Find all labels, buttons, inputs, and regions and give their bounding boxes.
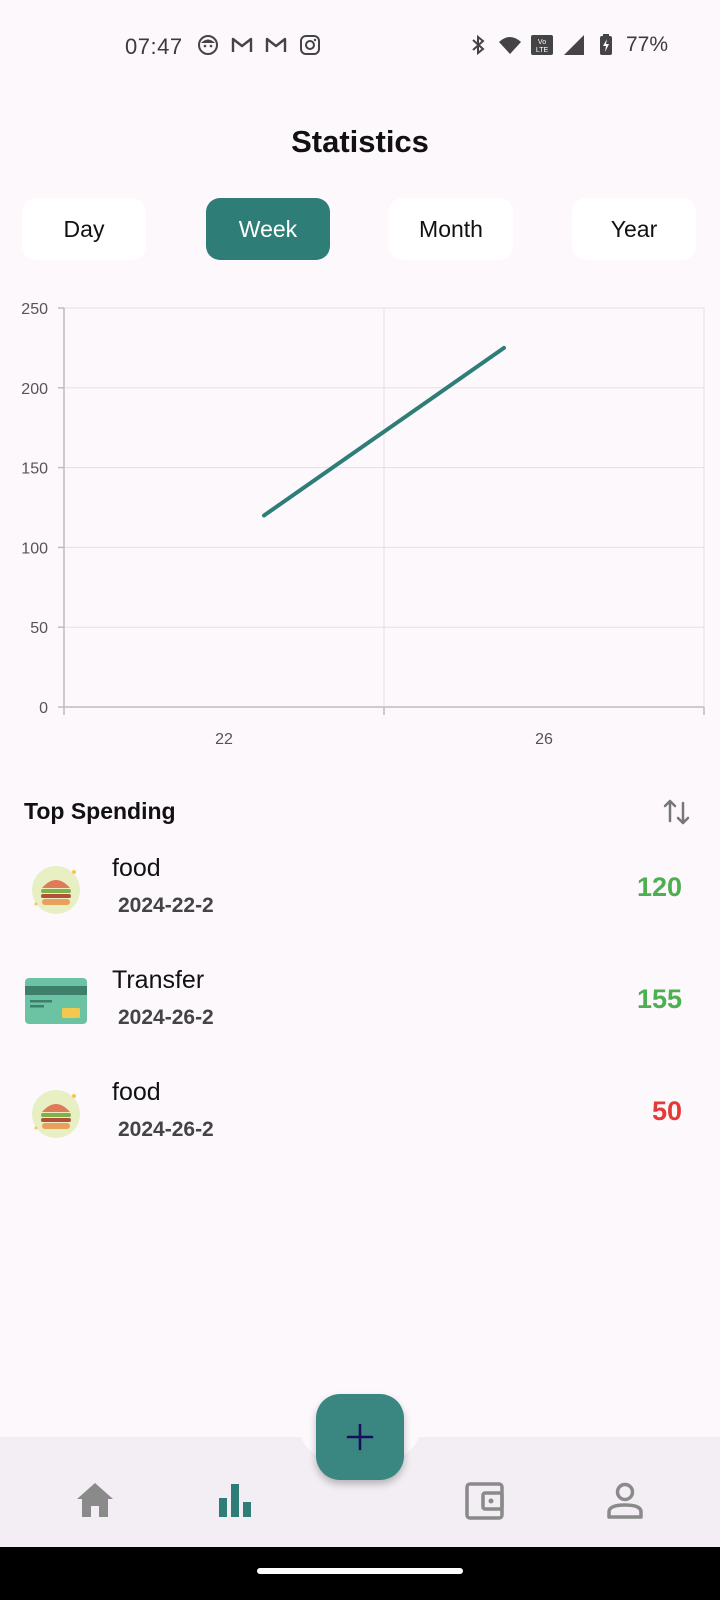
list-item[interactable]: Transfer 2024-26-2 155 <box>0 958 720 1058</box>
item-date: 2024-26-2 <box>118 1118 214 1141</box>
y-tick-label: 200 <box>21 381 48 398</box>
item-name: food <box>112 1078 161 1106</box>
page-title: Statistics <box>291 124 429 159</box>
item-amount: 50 <box>651 1096 682 1126</box>
wifi-icon <box>498 37 521 54</box>
tab-month-label: Month <box>419 215 483 242</box>
item-amount: 120 <box>636 872 682 902</box>
system-icons: Vo LTE 77% <box>466 33 668 57</box>
y-tick-label: 250 <box>21 301 48 318</box>
notification-icons <box>196 33 322 57</box>
spending-line-chart: 0 50 100 150 200 250 22 26 <box>21 301 705 748</box>
tab-day-label: Day <box>63 215 105 242</box>
tab-week[interactable]: Week <box>206 198 330 260</box>
svg-text:LTE: LTE <box>536 47 549 54</box>
wallet-icon[interactable] <box>463 1478 507 1522</box>
tab-year[interactable]: Year <box>572 198 696 260</box>
series-line <box>262 345 506 518</box>
status-time: 07:47 <box>125 34 183 59</box>
plus-icon <box>346 1423 374 1451</box>
y-tick-label: 0 <box>39 700 48 717</box>
item-name: food <box>112 854 161 882</box>
battery-percent: 77% <box>625 33 668 56</box>
burger-icon <box>32 1090 80 1138</box>
period-tabs: Day Week Month Year <box>22 198 698 262</box>
home-icon[interactable] <box>73 1478 117 1522</box>
bar-chart-icon[interactable] <box>213 1478 257 1522</box>
tab-day[interactable]: Day <box>22 198 146 260</box>
list-item[interactable]: food 2024-26-2 50 <box>0 1070 720 1170</box>
list-item[interactable]: food 2024-22-2 120 <box>0 846 720 946</box>
gmail-icon <box>231 37 253 52</box>
credit-card-icon <box>25 978 87 1024</box>
y-tick-label: 100 <box>21 540 48 557</box>
svg-text:Vo: Vo <box>538 39 546 46</box>
sort-icon[interactable] <box>662 795 692 829</box>
instagram-icon <box>300 35 320 55</box>
battery-charging-icon <box>599 34 612 55</box>
y-tick-label: 150 <box>21 461 48 478</box>
gmail-icon <box>265 37 287 52</box>
x-tick-label: 22 <box>215 731 233 748</box>
item-date: 2024-26-2 <box>118 1006 214 1029</box>
bluetooth-icon <box>472 34 485 56</box>
item-name: Transfer <box>112 966 205 994</box>
signal-icon <box>563 35 584 55</box>
top-spending-title: Top Spending <box>24 798 176 824</box>
y-tick-label: 50 <box>30 620 48 637</box>
item-amount: 155 <box>636 984 682 1014</box>
x-tick-label: 26 <box>535 731 553 748</box>
item-date: 2024-22-2 <box>118 894 214 917</box>
tab-month[interactable]: Month <box>389 198 513 260</box>
tab-week-label: Week <box>238 215 298 242</box>
profile-icon[interactable] <box>603 1478 647 1522</box>
face-icon <box>198 35 218 55</box>
tab-year-label: Year <box>610 215 658 242</box>
home-indicator[interactable] <box>257 1568 463 1574</box>
burger-icon <box>32 866 80 914</box>
add-transaction-button[interactable] <box>316 1394 404 1480</box>
status-bar: 07:47 Vo LTE 77% <box>0 0 720 92</box>
